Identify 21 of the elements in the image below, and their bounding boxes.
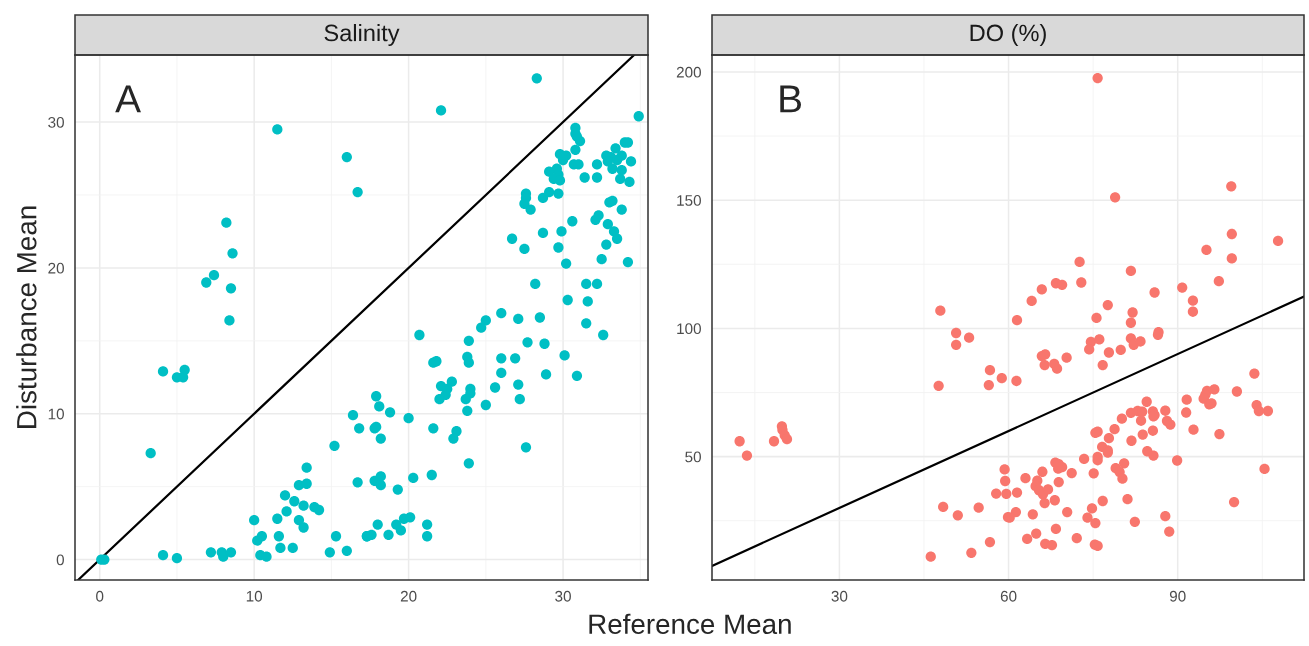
x-tick-label: 0 xyxy=(96,590,104,602)
y-tick-label: 10 xyxy=(48,408,64,420)
y-tick-label: 0 xyxy=(56,554,64,566)
x-axis-title: Reference Mean xyxy=(589,613,791,635)
x-tick-label: 60 xyxy=(1000,590,1017,602)
x-tick-label: 10 xyxy=(246,590,263,602)
x-tick-label: 30 xyxy=(831,590,848,602)
x-tick-label: 90 xyxy=(1169,590,1186,602)
chart-title: Salinity xyxy=(324,24,400,46)
annotation: B xyxy=(780,85,802,113)
y-tick-label: 200 xyxy=(676,66,701,78)
y-tick-label: 100 xyxy=(677,323,701,335)
x-tick-label: 30 xyxy=(555,590,571,602)
y-tick-label: 150 xyxy=(677,195,701,206)
y-tick-label: 30 xyxy=(48,116,64,128)
y-axis-title: Disturbance Mean xyxy=(16,206,37,428)
y-tick-label: 20 xyxy=(48,262,64,274)
chart-title: DO (%) xyxy=(970,24,1046,46)
x-tick-label: 20 xyxy=(400,590,417,602)
y-tick-label: 50 xyxy=(685,451,701,463)
annotation: A xyxy=(115,85,141,113)
